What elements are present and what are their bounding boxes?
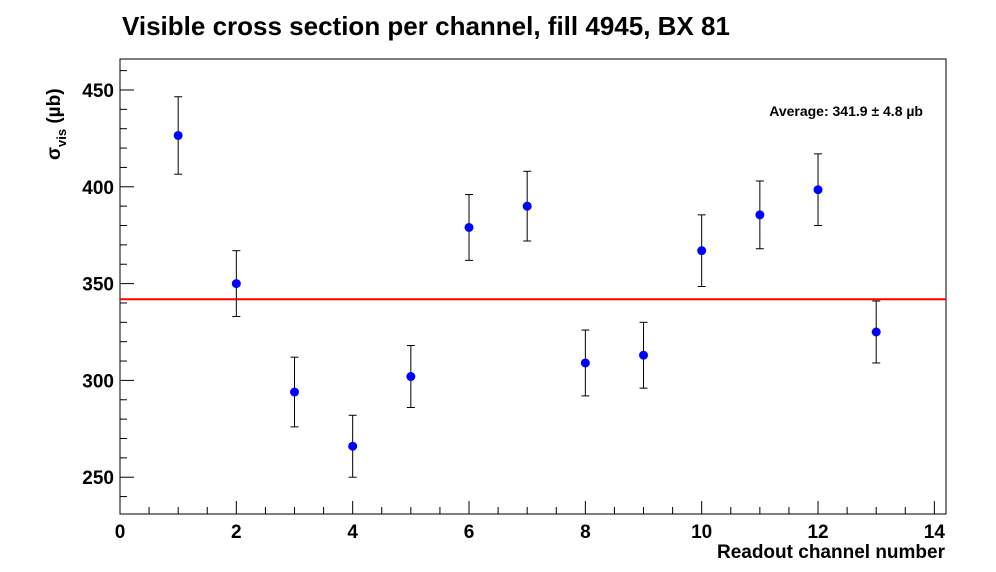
- x-tick-label: 12: [807, 522, 828, 543]
- data-point: [173, 130, 183, 140]
- data-point: [406, 372, 416, 382]
- y-axis-label-unit: (µb): [44, 88, 65, 129]
- y-tick-label: 350: [82, 275, 114, 296]
- data-point: [290, 387, 300, 397]
- data-point-group: [755, 180, 765, 250]
- plot-border: [119, 58, 947, 515]
- data-point-group: [348, 414, 358, 478]
- y-axis-label: σvis (µb): [44, 88, 69, 160]
- y-tick-label: 400: [82, 178, 114, 199]
- x-tick-label: 0: [115, 522, 126, 543]
- data-point: [755, 210, 765, 220]
- data-point-group: [871, 300, 881, 364]
- data-point-group: [173, 96, 183, 175]
- y-axis-label-sub: vis: [54, 129, 69, 147]
- points-layer: [173, 96, 881, 478]
- chart-title: Visible cross section per channel, fill …: [122, 11, 730, 41]
- data-point: [871, 327, 881, 337]
- y-axis-label-main: σ: [44, 147, 65, 160]
- data-point: [639, 350, 649, 360]
- y-tick-label: 450: [82, 81, 114, 102]
- x-tick-label: 10: [691, 522, 712, 543]
- data-point-group: [697, 214, 707, 287]
- data-point: [231, 279, 241, 289]
- y-tick-label: 300: [82, 371, 114, 392]
- data-point-group: [813, 153, 823, 227]
- data-point: [813, 185, 823, 195]
- x-tick-label: 2: [231, 522, 242, 543]
- x-tick-label: 14: [924, 522, 946, 543]
- data-point: [348, 441, 358, 451]
- data-point-group: [290, 356, 300, 428]
- plot-frame: [119, 58, 947, 515]
- x-axis: 0 2 4 6 8 10 12 14: [115, 501, 946, 543]
- average-annotation: Average: 341.9 ± 4.8 µb: [769, 103, 923, 119]
- x-axis-label: Readout channel number: [717, 542, 946, 563]
- data-point: [697, 246, 707, 256]
- data-point: [522, 201, 532, 211]
- data-point-group: [580, 329, 590, 397]
- x-tick-label: 4: [347, 522, 358, 543]
- data-point-group: [406, 345, 416, 409]
- data-point-group: [522, 170, 532, 242]
- data-point-group: [639, 321, 649, 389]
- x-tick-label: 8: [580, 522, 591, 543]
- x-tick-label: 6: [464, 522, 475, 543]
- data-point-group: [464, 194, 474, 261]
- data-point: [580, 358, 590, 368]
- data-point-group: [231, 250, 241, 318]
- data-point: [464, 222, 474, 232]
- y-tick-label: 250: [82, 468, 114, 489]
- y-axis: 250 300 350 400 450: [82, 70, 134, 498]
